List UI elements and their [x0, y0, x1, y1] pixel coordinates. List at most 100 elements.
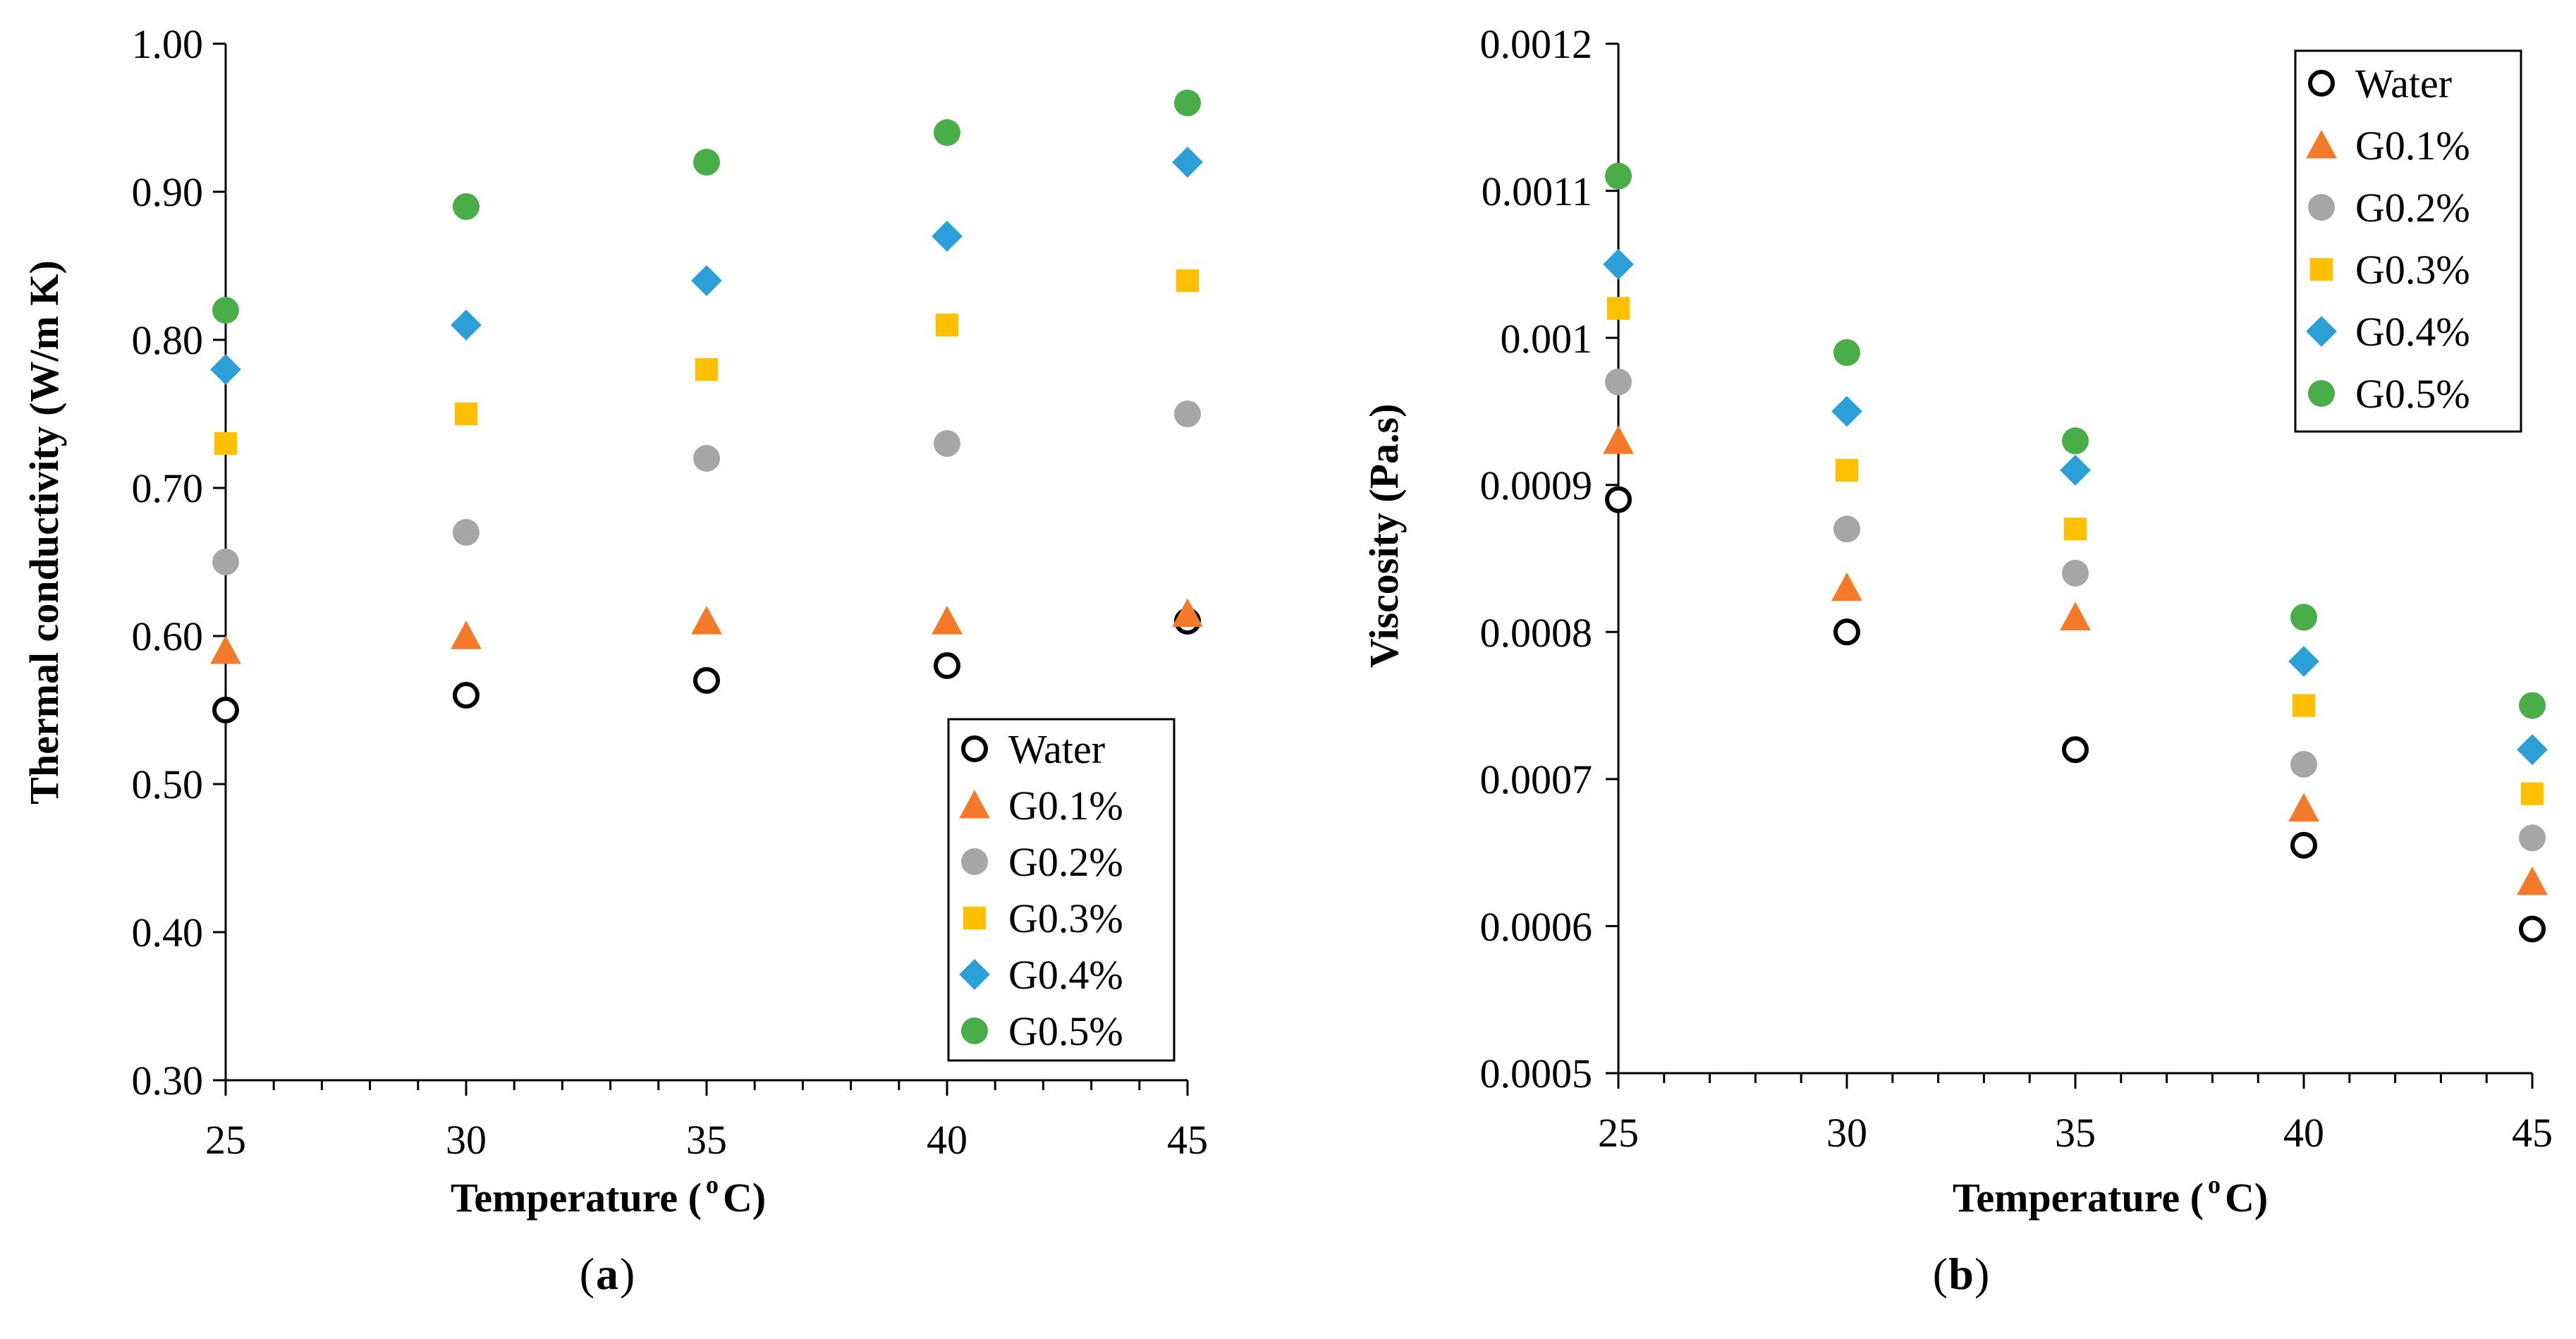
- data-point: [451, 620, 482, 649]
- data-point: [212, 549, 239, 575]
- data-point: [2062, 559, 2089, 587]
- data-point: [691, 606, 722, 635]
- data-point: [1835, 458, 1859, 482]
- y-tick-label: 0.90: [132, 169, 204, 215]
- data-point: [1172, 598, 1203, 628]
- data-point: [1833, 515, 1860, 543]
- chart-b-y-tick-labels: 0.0005 0.0006 0.0007 0.0008 0.0009 0.001…: [1480, 21, 1593, 1096]
- legend-marker: [963, 906, 987, 930]
- x-tick-label: 35: [686, 1117, 727, 1163]
- chart-b-panel-label-open: (: [1933, 1249, 1948, 1299]
- data-point: [934, 430, 960, 457]
- data-point: [693, 667, 720, 694]
- data-point: [1176, 269, 1200, 293]
- legend-label-g05: G0.5%: [1008, 1008, 1123, 1054]
- y-tick-label: 0.0006: [1480, 904, 1593, 950]
- chart-a-x-axis-title-superscript: o: [706, 1170, 719, 1199]
- data-point: [2063, 518, 2087, 541]
- data-point: [1831, 572, 1862, 601]
- x-tick-label: 25: [205, 1117, 246, 1163]
- data-point: [2290, 751, 2317, 778]
- chart-a-legend: Water G0.1% G0.2% G0.3% G0.4% G0.5%: [947, 718, 1176, 1062]
- data-point: [695, 357, 719, 381]
- legend-box: [947, 718, 1176, 1062]
- legend-marker: [961, 1017, 988, 1044]
- data-point: [2062, 427, 2089, 455]
- chart-a: 0.30 0.40 0.50 0.60 0.70 0.80 0.90 1.00 …: [21, 21, 1208, 1299]
- chart-b-x-axis-title-start: Temperature (: [1953, 1175, 2204, 1221]
- data-point: [1603, 249, 1634, 280]
- legend-markers: [959, 735, 990, 1044]
- chart-a-x-tick-labels: 25 30 35 40 45: [205, 1117, 1208, 1163]
- data-point: [210, 635, 241, 664]
- y-tick-label: 0.70: [132, 465, 204, 511]
- y-tick-label: 0.40: [132, 910, 204, 955]
- data-point: [935, 313, 959, 337]
- x-tick-label: 45: [2512, 1110, 2553, 1156]
- data-point: [2290, 604, 2317, 631]
- chart-b-legend: Water G0.1% G0.2% G0.3% G0.4% G0.5%: [2294, 49, 2522, 433]
- data-point: [212, 297, 239, 324]
- data-point: [214, 432, 238, 455]
- data-point: [1172, 147, 1203, 178]
- legend-label-g03: G0.3%: [2355, 247, 2470, 293]
- y-tick-label: 1.00: [132, 21, 204, 67]
- y-tick-label: 0.0009: [1480, 463, 1593, 508]
- chart-b-x-axis-title-superscript: o: [2208, 1170, 2221, 1199]
- legend-markers: [2306, 70, 2337, 407]
- y-tick-label: 0.0008: [1480, 610, 1593, 656]
- data-point: [691, 265, 722, 296]
- data-point: [2288, 793, 2319, 822]
- data-point: [2288, 646, 2319, 677]
- data-point: [454, 402, 478, 426]
- data-point: [2290, 831, 2317, 859]
- chart-a-panel-label-letter: a: [596, 1249, 618, 1299]
- x-tick-label: 30: [1826, 1110, 1867, 1156]
- y-tick-label: 0.30: [132, 1058, 204, 1103]
- legend-marker: [959, 790, 990, 819]
- data-point: [1831, 396, 1862, 427]
- legend-label-g03: G0.3%: [1008, 895, 1123, 941]
- data-point: [1174, 401, 1201, 427]
- data-point: [453, 682, 480, 709]
- data-point: [2060, 455, 2091, 486]
- chart-b: 0.0005 0.0006 0.0007 0.0008 0.0009 0.001…: [1361, 21, 2553, 1299]
- data-point: [2519, 915, 2546, 943]
- chart-b-x-axis-title-end: C): [2225, 1175, 2268, 1221]
- y-tick-label: 0.0012: [1480, 21, 1593, 67]
- chart-a-y-tick-labels: 0.30 0.40 0.50 0.60 0.70 0.80 0.90 1.00: [132, 21, 204, 1103]
- x-tick-label: 25: [1598, 1110, 1639, 1156]
- data-point: [1605, 486, 1632, 513]
- data-point: [934, 652, 960, 679]
- chart-b-data-points: [1603, 162, 2548, 943]
- chart-a-y-axis-title: Thermal conductivity (W/m K): [21, 260, 67, 805]
- legend-label-water: Water: [2355, 61, 2452, 106]
- data-point: [2517, 734, 2548, 765]
- legend-label-g04: G0.4%: [1008, 952, 1123, 998]
- legend-label-water: Water: [1008, 726, 1105, 772]
- y-tick-label: 0.001: [1501, 316, 1593, 362]
- legend-label-g01: G0.1%: [1008, 783, 1123, 829]
- legend-marker: [2308, 194, 2335, 221]
- data-point: [1605, 368, 1632, 396]
- data-point: [932, 221, 963, 252]
- chart-a-panel-label-open: (: [580, 1249, 594, 1299]
- legend-box: [2294, 49, 2522, 433]
- data-point: [1606, 297, 1630, 320]
- y-tick-label: 0.60: [132, 613, 204, 659]
- chart-a-panel-label-close: ): [620, 1249, 635, 1299]
- legend-label-g05: G0.5%: [2355, 371, 2470, 417]
- data-point: [934, 119, 960, 146]
- data-point: [693, 445, 720, 472]
- chart-b-x-tick-labels: 25 30 35 40 45: [1598, 1110, 2553, 1156]
- legend-marker: [2308, 380, 2335, 407]
- chart-b-panel-label-close: ): [1974, 1249, 1989, 1299]
- data-point: [453, 193, 480, 220]
- data-point: [2060, 601, 2091, 631]
- y-tick-label: 0.0007: [1480, 757, 1593, 802]
- data-point: [210, 354, 241, 385]
- x-tick-label: 40: [927, 1117, 967, 1163]
